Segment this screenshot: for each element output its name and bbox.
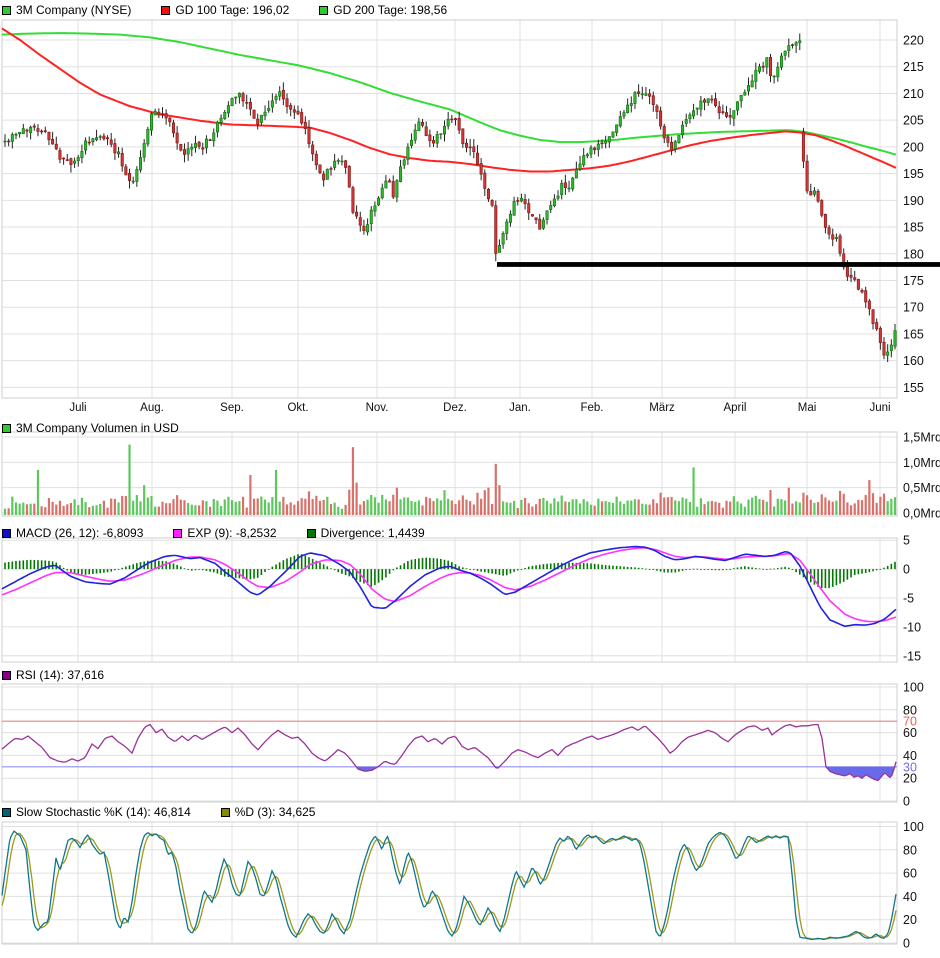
- series-swatch-icon: [2, 670, 11, 680]
- svg-text:Nov.: Nov.: [366, 402, 389, 414]
- legend-label: Divergence: 1,4439: [320, 526, 425, 540]
- svg-text:100: 100: [903, 681, 924, 695]
- svg-text:30: 30: [903, 760, 917, 774]
- svg-text:160: 160: [903, 354, 924, 368]
- svg-text:195: 195: [903, 167, 924, 181]
- legend-item-exp: EXP (9): -8,2532: [173, 526, 277, 540]
- macd-panel-legend: MACD (26, 12): -6,8093 EXP (9): -8,2532 …: [2, 526, 425, 540]
- volume-panel-legend: 3M Company Volumen in USD: [2, 421, 179, 435]
- svg-text:1,5Mrd: 1,5Mrd: [903, 431, 940, 445]
- series-swatch-icon: [161, 5, 171, 15]
- legend-item-gd200: GD 200 Tage: 198,56: [319, 3, 447, 17]
- series-swatch-icon: [2, 423, 11, 433]
- series-swatch-icon: [173, 528, 183, 538]
- svg-text:165: 165: [903, 327, 924, 341]
- legend-label: MACD (26, 12): -6,8093: [16, 526, 144, 540]
- svg-text:40: 40: [903, 890, 917, 904]
- svg-text:1,0Mrd: 1,0Mrd: [903, 456, 940, 470]
- svg-text:70: 70: [903, 715, 917, 729]
- svg-text:80: 80: [903, 843, 917, 857]
- svg-text:April: April: [723, 402, 746, 414]
- svg-text:0: 0: [903, 795, 910, 809]
- svg-text:210: 210: [903, 87, 924, 101]
- svg-text:60: 60: [903, 726, 917, 740]
- legend-item-divergence: Divergence: 1,4439: [306, 526, 425, 540]
- svg-text:Feb.: Feb.: [580, 402, 603, 414]
- series-swatch-icon: [2, 528, 11, 538]
- series-swatch-icon: [2, 5, 11, 15]
- legend-label: Slow Stochastic %K (14): 46,814: [16, 805, 191, 819]
- legend-label: GD 100 Tage: 196,02: [175, 3, 290, 17]
- svg-text:100: 100: [903, 820, 924, 834]
- svg-text:Mai: Mai: [798, 402, 817, 414]
- series-swatch-icon: [306, 528, 316, 538]
- svg-text:-15: -15: [903, 649, 921, 663]
- price-panel-legend: 3M Company (NYSE) GD 100 Tage: 196,02 GD…: [2, 3, 447, 17]
- svg-text:Jan.: Jan.: [509, 402, 531, 414]
- legend-item-stoch-k: Slow Stochastic %K (14): 46,814: [2, 805, 191, 819]
- series-swatch-icon: [319, 5, 329, 15]
- svg-text:60: 60: [903, 867, 917, 881]
- legend-label: GD 200 Tage: 198,56: [333, 3, 448, 17]
- legend-item-symbol: 3M Company (NYSE): [2, 3, 131, 17]
- legend-label: RSI (14): 37,616: [16, 668, 105, 682]
- svg-text:20: 20: [903, 772, 917, 786]
- legend-item-volume: 3M Company Volumen in USD: [2, 421, 179, 435]
- svg-text:180: 180: [903, 247, 924, 261]
- svg-text:-5: -5: [903, 592, 914, 606]
- rsi-panel-legend: RSI (14): 37,616: [2, 668, 104, 682]
- svg-text:5: 5: [903, 534, 910, 548]
- svg-text:190: 190: [903, 194, 924, 208]
- svg-text:215: 215: [903, 60, 924, 74]
- legend-item-rsi: RSI (14): 37,616: [2, 668, 104, 682]
- svg-text:170: 170: [903, 301, 924, 315]
- legend-label: EXP (9): -8,2532: [187, 526, 277, 540]
- svg-text:Okt.: Okt.: [287, 402, 308, 414]
- svg-text:0: 0: [903, 563, 910, 577]
- svg-text:März: März: [649, 402, 675, 414]
- stochastic-panel-legend: Slow Stochastic %K (14): 46,814 %D (3): …: [2, 805, 315, 819]
- svg-text:0,5Mrd: 0,5Mrd: [903, 481, 940, 495]
- series-swatch-icon: [2, 807, 11, 817]
- svg-text:Aug.: Aug.: [140, 402, 164, 414]
- svg-text:220: 220: [903, 34, 924, 48]
- svg-text:-10: -10: [903, 620, 921, 634]
- legend-label: 3M Company (NYSE): [16, 3, 132, 17]
- svg-text:80: 80: [903, 703, 917, 717]
- svg-text:Juli: Juli: [69, 402, 86, 414]
- svg-text:185: 185: [903, 221, 924, 235]
- series-swatch-icon: [220, 807, 230, 817]
- svg-text:Sep.: Sep.: [220, 402, 244, 414]
- legend-label: %D (3): 34,625: [234, 805, 316, 819]
- svg-text:0: 0: [903, 937, 910, 951]
- legend-item-macd: MACD (26, 12): -6,8093: [2, 526, 143, 540]
- svg-text:20: 20: [903, 913, 917, 927]
- svg-text:Dez.: Dez.: [443, 402, 467, 414]
- svg-text:200: 200: [903, 140, 924, 154]
- legend-label: 3M Company Volumen in USD: [16, 421, 179, 435]
- svg-text:175: 175: [903, 274, 924, 288]
- svg-text:155: 155: [903, 381, 924, 395]
- svg-text:0,0Mrd: 0,0Mrd: [903, 507, 940, 521]
- svg-text:Juni: Juni: [869, 402, 890, 414]
- legend-item-gd100: GD 100 Tage: 196,02: [161, 3, 289, 17]
- svg-text:205: 205: [903, 114, 924, 128]
- svg-text:40: 40: [903, 749, 917, 763]
- legend-item-stoch-d: %D (3): 34,625: [220, 805, 316, 819]
